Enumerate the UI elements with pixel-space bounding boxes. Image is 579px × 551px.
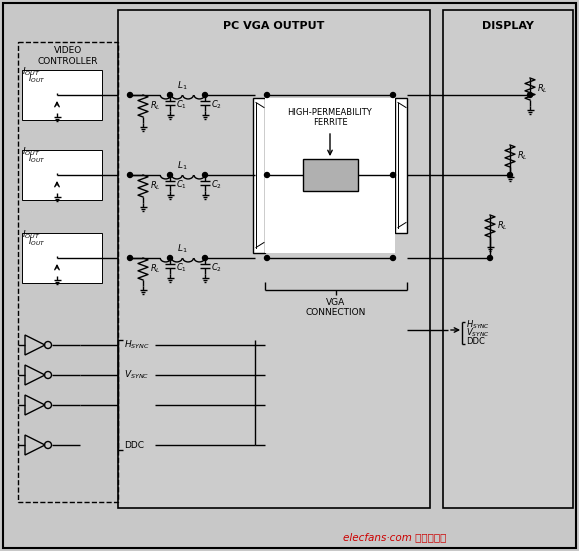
Bar	[22, 70, 102, 120]
Text: $C_2$: $C_2$	[211, 179, 222, 191]
Text: elecfans·com 电子发烧友: elecfans·com 电子发烧友	[343, 532, 446, 542]
Bar	[22, 150, 102, 200]
Text: $C_1$: $C_1$	[176, 262, 187, 274]
Text: $I_{OUT}$: $I_{OUT}$	[22, 229, 41, 241]
Text: $V_{SYNC}$: $V_{SYNC}$	[466, 327, 489, 339]
Text: PC VGA OUTPUT: PC VGA OUTPUT	[223, 21, 325, 31]
Text: $R_L$: $R_L$	[150, 180, 161, 192]
Text: $L_1$: $L_1$	[177, 160, 188, 172]
Text: $I_{OUT}$: $I_{OUT}$	[28, 153, 45, 165]
Circle shape	[390, 93, 395, 98]
Text: $R_L$: $R_L$	[150, 100, 161, 112]
Circle shape	[203, 172, 207, 177]
Text: $H_{SYNC}$: $H_{SYNC}$	[466, 318, 490, 331]
Circle shape	[203, 256, 207, 261]
Text: DDC: DDC	[124, 440, 144, 450]
Circle shape	[167, 256, 173, 261]
Text: $R_L$: $R_L$	[150, 263, 161, 276]
Text: $R_L$: $R_L$	[517, 150, 527, 162]
Text: $C_2$: $C_2$	[211, 262, 222, 274]
Text: $I_{OUT}$: $I_{OUT}$	[28, 73, 45, 85]
Text: $C_2$: $C_2$	[211, 99, 222, 111]
Circle shape	[488, 256, 493, 261]
Bar	[22, 233, 102, 283]
Bar	[253, 98, 265, 252]
Bar	[18, 42, 118, 502]
Text: $R_L$: $R_L$	[497, 220, 508, 233]
Bar	[395, 98, 407, 233]
Text: $I_{OUT}$: $I_{OUT}$	[22, 146, 41, 158]
Circle shape	[265, 172, 269, 177]
Text: $L_1$: $L_1$	[177, 80, 188, 92]
Circle shape	[527, 93, 533, 98]
Circle shape	[265, 93, 269, 98]
Circle shape	[390, 256, 395, 261]
Circle shape	[127, 256, 133, 261]
Circle shape	[127, 93, 133, 98]
Circle shape	[265, 256, 269, 261]
Bar	[302, 159, 357, 191]
Circle shape	[390, 172, 395, 177]
Circle shape	[127, 172, 133, 177]
Circle shape	[167, 93, 173, 98]
Text: $C_1$: $C_1$	[176, 99, 187, 111]
Text: $R_L$: $R_L$	[537, 83, 548, 95]
Text: DDC: DDC	[466, 337, 485, 345]
Circle shape	[167, 172, 173, 177]
Text: $I_{OUT}$: $I_{OUT}$	[28, 236, 45, 249]
Circle shape	[508, 172, 512, 177]
Text: $V_{SYNC}$: $V_{SYNC}$	[124, 369, 149, 381]
Bar	[443, 10, 573, 508]
Text: $H_{SYNC}$: $H_{SYNC}$	[124, 339, 150, 351]
Bar	[118, 10, 430, 508]
Text: HIGH-PERMEABILITY
FERRITE: HIGH-PERMEABILITY FERRITE	[288, 107, 372, 127]
Text: DISPLAY: DISPLAY	[482, 21, 534, 31]
Text: VGA
CONNECTION: VGA CONNECTION	[306, 298, 366, 317]
Text: $I_{OUT}$: $I_{OUT}$	[22, 66, 41, 78]
Text: $L_1$: $L_1$	[177, 243, 188, 255]
Circle shape	[203, 93, 207, 98]
Text: VIDEO
CONTROLLER: VIDEO CONTROLLER	[38, 46, 98, 66]
Text: $C_1$: $C_1$	[176, 179, 187, 191]
Bar	[265, 98, 395, 252]
